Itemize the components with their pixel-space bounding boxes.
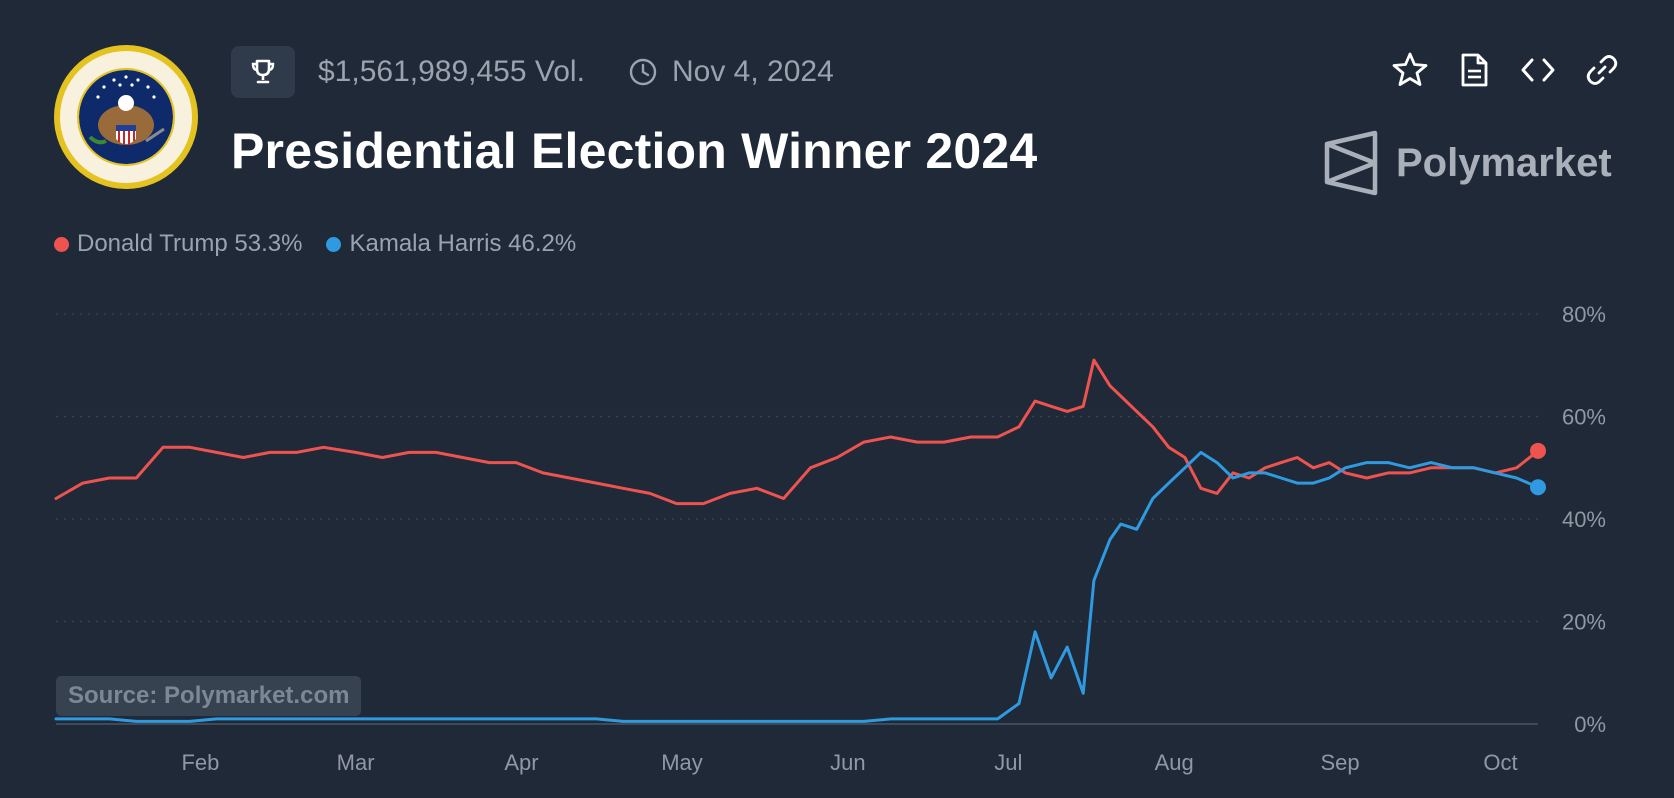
- link-icon: [1586, 55, 1618, 85]
- document-button[interactable]: [1454, 50, 1494, 90]
- x-tick-label: Jul: [994, 750, 1022, 775]
- legend-label-harris: Kamala Harris 46.2%: [349, 230, 577, 257]
- polymarket-logo-icon: [1324, 130, 1378, 196]
- star-icon: [1392, 52, 1428, 86]
- favorite-button[interactable]: [1390, 50, 1430, 90]
- y-tick-label: 80%: [1562, 302, 1606, 327]
- chart-ticks: 0% 20% 40% 60% 80% Feb Mar Apr May Jun Jul Aug Sep Oc…: [181, 302, 1606, 775]
- legend-item-trump: Donald Trump 53.3%: [54, 230, 302, 258]
- y-tick-label: 40%: [1562, 507, 1606, 532]
- brand-name: Polymarket: [1396, 140, 1612, 185]
- legend-label-trump: Donald Trump 53.3%: [77, 230, 303, 257]
- y-tick-label: 20%: [1562, 610, 1606, 635]
- legend-dot-trump: [54, 236, 69, 252]
- date-text: Nov 4, 2024: [672, 55, 834, 88]
- chart-legend: Donald Trump 53.3% Kamala Harris 46.2%: [54, 230, 576, 258]
- action-bar: [1390, 50, 1622, 90]
- code-icon: [1521, 58, 1555, 82]
- series-line-trump: [54, 358, 1540, 506]
- end-date: Nov 4, 2024: [628, 52, 834, 92]
- x-tick-label: Oct: [1483, 750, 1517, 775]
- document-icon: [1461, 53, 1488, 87]
- presidential-seal-icon: [54, 45, 198, 189]
- trophy-icon: [251, 59, 275, 84]
- source-watermark: Source: Polymarket.com: [56, 676, 362, 716]
- x-tick-label: Apr: [504, 750, 538, 775]
- x-tick-label: Sep: [1320, 750, 1359, 775]
- chart-grid: [56, 313, 1538, 725]
- embed-button[interactable]: [1518, 50, 1558, 90]
- presidential-seal-logo: [54, 45, 198, 189]
- x-tick-label: May: [661, 750, 703, 775]
- series-line-harris: [54, 450, 1540, 723]
- legend-dot-harris: [326, 236, 342, 252]
- x-tick-label: Feb: [181, 750, 219, 775]
- trophy-button[interactable]: [231, 46, 295, 98]
- polymarket-brand: Polymarket: [1324, 130, 1612, 196]
- copy-link-button[interactable]: [1582, 50, 1622, 90]
- volume-text: $1,561,989,455 Vol.: [318, 55, 585, 88]
- x-tick-label: Mar: [337, 750, 375, 775]
- chart-series: [54, 358, 1546, 723]
- y-tick-label: 60%: [1562, 405, 1606, 430]
- legend-item-harris: Kamala Harris 46.2%: [326, 230, 576, 258]
- endpoint-dot-harris: [1530, 479, 1546, 496]
- x-tick-label: Jun: [830, 750, 865, 775]
- x-tick-label: Aug: [1155, 750, 1194, 775]
- clock-icon: [629, 58, 657, 86]
- page-title: Presidential Election Winner 2024: [231, 123, 1038, 179]
- y-tick-label: 0%: [1574, 712, 1606, 737]
- endpoint-dot-trump: [1530, 442, 1546, 459]
